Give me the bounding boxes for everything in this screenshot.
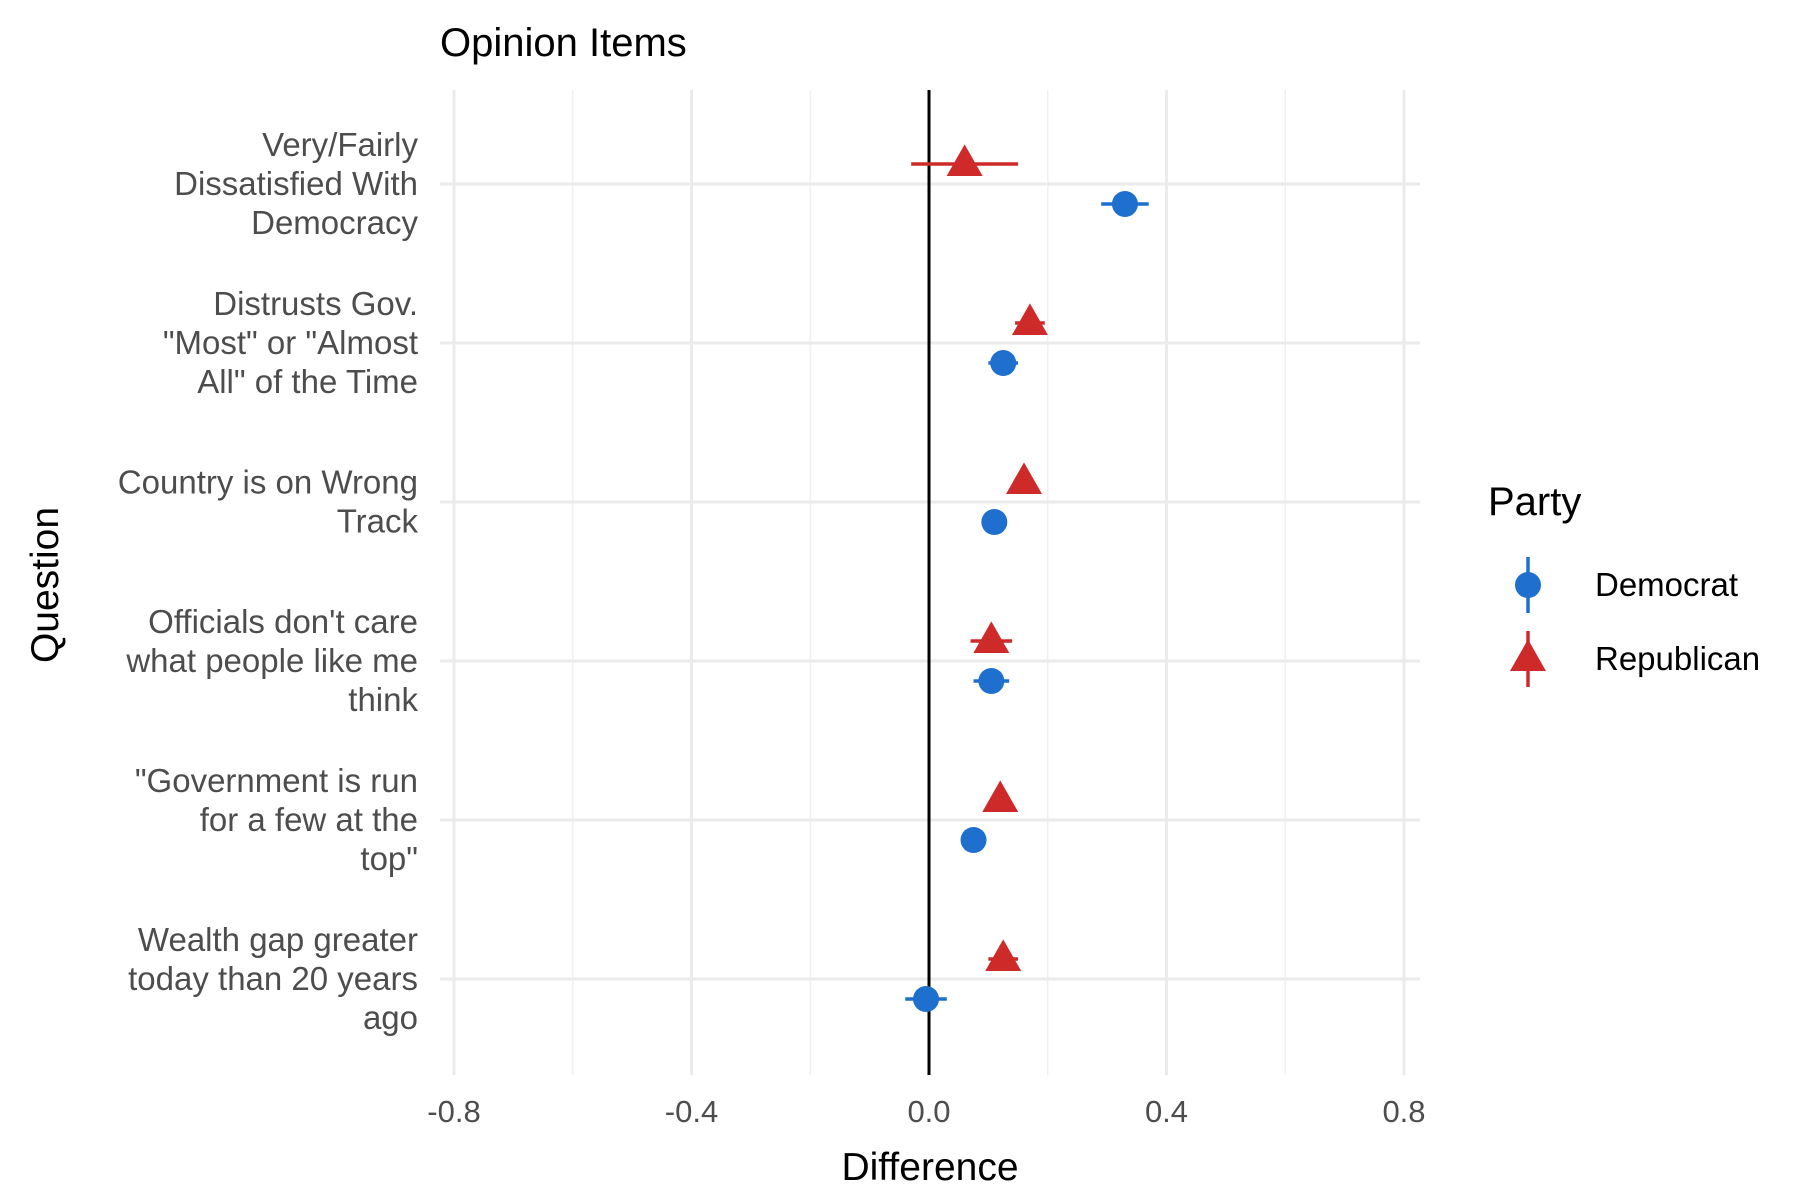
chart-title: Opinion Items: [440, 21, 687, 65]
data-point: [946, 144, 983, 177]
y-category-label: Country is on Wrong Track: [118, 464, 419, 540]
data-point: [982, 780, 1019, 813]
y-category-label: Wealth gap greater today than 20 years ago: [128, 921, 418, 1036]
x-tick-label: 0.0: [907, 1094, 950, 1129]
data-point: [1111, 191, 1138, 217]
legend-item-republican: Republican: [1510, 631, 1760, 687]
y-axis-title: Question: [24, 507, 67, 663]
y-category-label: Very/Fairly Dissatisfied With Democracy: [174, 126, 418, 241]
series-republican: [911, 144, 1048, 972]
legend-key-triangle: [1510, 639, 1546, 672]
y-category-label: Distrusts Gov. "Most" or "Almost All" of t…: [163, 285, 418, 400]
axis-labels: -0.8 -0.4 0.0 0.4 0.8 Very/Fairly Dissatisfied…: [118, 126, 1426, 1129]
legend-key-circle: [1515, 572, 1541, 598]
x-tick-label: -0.4: [665, 1094, 718, 1129]
marks-layer: [905, 144, 1149, 1012]
y-category-label: "Government is run for a few at the top": [135, 762, 418, 877]
data-point: [1006, 462, 1042, 495]
series-democrat: [905, 191, 1149, 1012]
legend: Party Democrat Republican: [1488, 480, 1760, 687]
legend-label: Republican: [1595, 640, 1760, 677]
data-point: [990, 350, 1017, 376]
data-point: [973, 621, 1010, 654]
legend-item-democrat: Democrat: [1515, 557, 1738, 613]
data-point: [960, 827, 987, 853]
data-point: [985, 939, 1022, 972]
x-tick-label: 0.4: [1145, 1094, 1188, 1129]
x-tick-label: -0.8: [427, 1094, 480, 1129]
data-point: [1011, 303, 1048, 336]
x-tick-label: 0.8: [1382, 1094, 1425, 1129]
x-axis-title: Difference: [841, 1146, 1018, 1189]
legend-label: Democrat: [1595, 566, 1738, 603]
data-point: [978, 668, 1005, 694]
y-category-label: Officials don't care what people like me t…: [125, 603, 418, 718]
data-point: [913, 986, 940, 1012]
legend-title: Party: [1488, 480, 1581, 524]
data-point: [981, 509, 1008, 535]
